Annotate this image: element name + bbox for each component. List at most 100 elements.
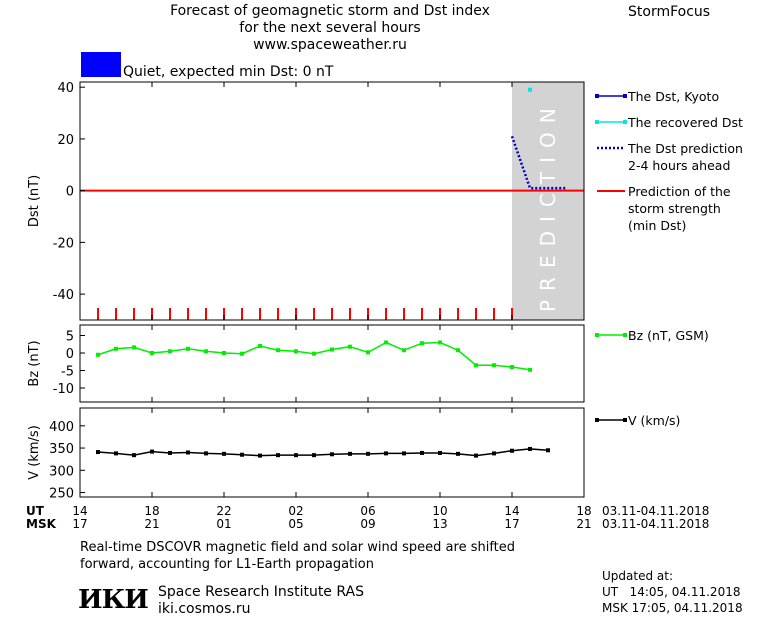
v-y-tick-label: 350	[49, 442, 74, 457]
v-point	[546, 448, 550, 453]
bz-point	[420, 341, 424, 346]
v-point	[366, 451, 370, 456]
v-point	[402, 451, 406, 456]
legend-label: Prediction of the	[628, 184, 731, 199]
bz-point	[114, 346, 118, 351]
msk-date-range: 03.11-04.11.2018	[602, 517, 710, 531]
v-point	[438, 450, 442, 455]
legend-label: The Dst, Kyoto	[627, 89, 719, 104]
msk-tick-label: 21	[576, 517, 592, 531]
legend-label: The recovered Dst	[627, 115, 743, 130]
bz-point	[150, 351, 154, 355]
v-point	[294, 453, 298, 458]
bz-point	[348, 344, 352, 349]
bz-y-tick-label: -5	[61, 365, 74, 380]
dst-panel-frame	[79, 81, 585, 321]
bz-point	[402, 348, 406, 353]
status-color-box	[81, 52, 121, 77]
bz-point	[510, 365, 514, 369]
legend-marker	[623, 94, 627, 98]
bz-point	[528, 367, 532, 372]
v-point	[420, 450, 424, 455]
bz-point	[456, 348, 460, 353]
v-point	[348, 451, 352, 456]
ut-tick-label: 22	[216, 504, 232, 518]
bz-legend-label: Bz (nT, GSM)	[628, 328, 709, 343]
ut-tick-label: 10	[432, 504, 448, 518]
bz-series-line	[97, 341, 531, 371]
legend-label: 2-4 hours ahead	[628, 158, 730, 173]
bz-legend-marker	[595, 333, 599, 337]
v-point	[240, 452, 244, 457]
bz-point	[96, 352, 100, 357]
legend-label: storm strength	[628, 201, 721, 216]
bz-point	[330, 347, 334, 352]
title-line-3: www.spaceweather.ru	[253, 37, 407, 53]
msk-tick-label: 13	[432, 517, 448, 531]
ut-date-range: 03.11-04.11.2018	[602, 504, 710, 518]
ut-tick-label: 14	[504, 504, 520, 518]
bz-point	[276, 348, 280, 353]
dst-y-axis-label: Dst (nT)	[27, 175, 42, 227]
bz-point	[168, 349, 172, 354]
updated-ut: UT 14:05, 04.11.2018	[602, 585, 741, 599]
bz-panel-frame	[79, 324, 585, 403]
v-panel-frame	[79, 407, 585, 498]
bz-point	[312, 351, 316, 356]
msk-tick-label: 17	[504, 517, 520, 531]
v-point	[96, 450, 100, 455]
bz-point	[492, 363, 496, 368]
legend-marker	[595, 120, 599, 124]
v-point	[258, 453, 262, 458]
v-point	[168, 450, 172, 455]
ut-tick-label: 18	[144, 504, 160, 518]
institute-site[interactable]: iki.cosmos.ru	[158, 601, 251, 617]
v-point	[528, 446, 532, 451]
bz-y-tick-label: 5	[66, 330, 74, 345]
v-legend-marker	[595, 418, 599, 422]
v-y-axis-label: V (km/s)	[27, 425, 42, 480]
dst-y-tick-label: 40	[57, 81, 74, 96]
v-y-tick-label: 250	[49, 487, 74, 502]
dst-y-tick-label: -20	[53, 236, 74, 251]
dst-y-tick-label: 20	[57, 133, 74, 148]
v-point	[114, 451, 118, 456]
bz-y-tick-label: -10	[53, 382, 74, 397]
msk-tick-label: 09	[360, 517, 376, 531]
v-legend-label: V (km/s)	[628, 413, 680, 428]
v-point	[222, 451, 226, 456]
dst-y-tick-label: -40	[53, 288, 74, 303]
msk-tick-label: 01	[216, 517, 232, 531]
status-text: Quiet, expected min Dst: 0 nT	[123, 64, 334, 80]
ut-tick-label: 18	[576, 504, 592, 518]
v-y-tick-label: 400	[49, 420, 74, 435]
v-point	[276, 453, 280, 458]
v-point	[204, 451, 208, 456]
v-legend-marker	[623, 418, 627, 422]
dst-prediction-series	[510, 135, 566, 190]
bz-y-axis-label: Bz (nT)	[27, 340, 42, 386]
msk-tick-label: 21	[144, 517, 160, 531]
v-point	[492, 451, 496, 456]
bz-point	[258, 344, 262, 348]
brand-name: StormFocus	[628, 4, 711, 20]
v-point	[456, 451, 460, 456]
title-line-1: Forecast of geomagnetic storm and Dst in…	[170, 3, 490, 19]
prediction-zone-label: PREDICTION	[536, 99, 560, 312]
v-point	[186, 450, 190, 455]
footer-note-line-1: Real-time DSCOVR magnetic field and sola…	[80, 540, 516, 555]
legend-marker	[595, 94, 599, 98]
msk-axis-label: MSK	[26, 517, 56, 531]
v-point	[330, 452, 334, 457]
recovered-dst-point	[528, 87, 532, 92]
v-series-line	[97, 448, 549, 457]
footer-note-line-2: forward, accounting for L1-Earth propaga…	[80, 557, 374, 572]
institute-name: Space Research Institute RAS	[158, 584, 364, 600]
v-point	[132, 453, 136, 458]
iki-logo: ИКИ	[78, 585, 149, 615]
v-y-tick-label: 300	[49, 464, 74, 479]
bz-point	[132, 345, 136, 350]
legend-label: The Dst prediction	[627, 141, 743, 156]
msk-tick-label: 05	[288, 517, 304, 531]
bz-point	[438, 340, 442, 345]
